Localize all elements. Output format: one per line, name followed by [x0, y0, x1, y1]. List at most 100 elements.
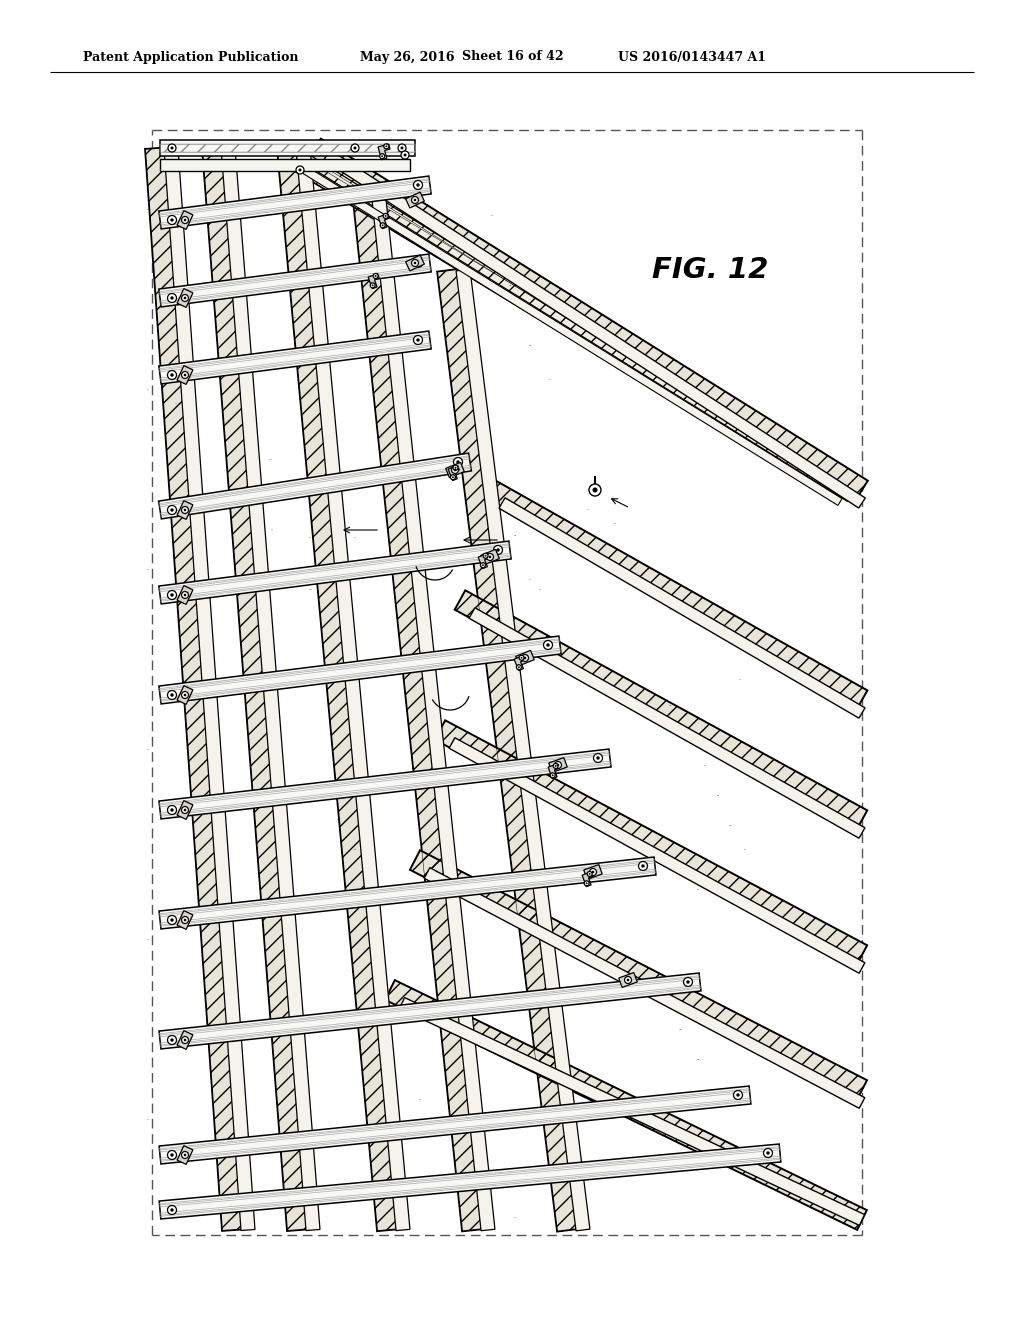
Polygon shape	[484, 480, 867, 710]
Polygon shape	[291, 156, 844, 499]
Circle shape	[168, 215, 176, 224]
Circle shape	[494, 545, 503, 554]
Polygon shape	[309, 139, 867, 499]
Polygon shape	[160, 158, 410, 172]
Circle shape	[641, 865, 645, 867]
Circle shape	[170, 593, 174, 597]
Circle shape	[516, 665, 521, 669]
Circle shape	[380, 223, 385, 228]
Circle shape	[523, 656, 526, 659]
Circle shape	[353, 147, 356, 149]
Polygon shape	[177, 1031, 193, 1049]
Polygon shape	[445, 462, 464, 478]
Circle shape	[170, 693, 174, 697]
Circle shape	[587, 871, 592, 876]
Circle shape	[170, 919, 174, 921]
Circle shape	[183, 1039, 186, 1041]
Polygon shape	[378, 144, 390, 160]
Circle shape	[454, 469, 457, 471]
Circle shape	[453, 465, 458, 470]
Polygon shape	[159, 1144, 781, 1218]
Circle shape	[183, 594, 186, 597]
Circle shape	[417, 261, 420, 265]
Polygon shape	[278, 147, 403, 1232]
Polygon shape	[499, 498, 865, 718]
Polygon shape	[177, 801, 193, 820]
Circle shape	[484, 554, 486, 557]
Polygon shape	[549, 758, 567, 772]
Polygon shape	[159, 541, 511, 605]
Circle shape	[497, 548, 500, 552]
Polygon shape	[469, 607, 865, 838]
Circle shape	[454, 458, 463, 466]
Circle shape	[544, 640, 553, 649]
Circle shape	[181, 371, 188, 379]
Circle shape	[183, 508, 186, 511]
Polygon shape	[516, 651, 535, 665]
Circle shape	[168, 1205, 176, 1214]
Circle shape	[555, 766, 557, 767]
Polygon shape	[449, 466, 460, 480]
Circle shape	[518, 667, 520, 668]
Circle shape	[452, 477, 454, 478]
Circle shape	[414, 199, 417, 202]
Circle shape	[183, 219, 186, 222]
Circle shape	[520, 657, 522, 659]
Circle shape	[351, 144, 359, 152]
Polygon shape	[145, 147, 248, 1232]
Circle shape	[170, 508, 174, 512]
Polygon shape	[369, 273, 379, 289]
Circle shape	[686, 981, 690, 983]
Circle shape	[403, 153, 407, 157]
Polygon shape	[159, 636, 561, 704]
Circle shape	[170, 147, 173, 149]
Circle shape	[181, 507, 188, 513]
Polygon shape	[435, 721, 867, 965]
Circle shape	[400, 147, 403, 149]
Circle shape	[298, 169, 301, 172]
Circle shape	[383, 214, 388, 218]
Circle shape	[627, 978, 630, 981]
Polygon shape	[159, 253, 431, 308]
Circle shape	[414, 335, 423, 345]
Circle shape	[596, 756, 600, 760]
Circle shape	[380, 153, 385, 158]
Circle shape	[488, 556, 492, 558]
Polygon shape	[159, 176, 431, 228]
Circle shape	[594, 754, 602, 763]
Circle shape	[586, 882, 588, 884]
Polygon shape	[455, 590, 867, 830]
Circle shape	[553, 763, 558, 768]
Polygon shape	[159, 453, 471, 519]
Circle shape	[170, 296, 174, 300]
Polygon shape	[177, 289, 193, 308]
Circle shape	[375, 275, 377, 277]
Polygon shape	[159, 748, 611, 818]
Polygon shape	[177, 586, 193, 605]
Polygon shape	[177, 500, 193, 519]
Polygon shape	[159, 973, 701, 1049]
Circle shape	[183, 297, 186, 300]
Circle shape	[555, 762, 561, 768]
Circle shape	[168, 805, 176, 814]
Circle shape	[764, 1148, 772, 1158]
Circle shape	[417, 183, 420, 186]
Circle shape	[170, 1208, 174, 1212]
Polygon shape	[352, 189, 487, 1232]
Polygon shape	[437, 268, 583, 1232]
Polygon shape	[177, 1146, 193, 1164]
Circle shape	[557, 764, 559, 767]
Polygon shape	[177, 685, 193, 705]
Circle shape	[592, 871, 594, 874]
Circle shape	[170, 1039, 174, 1041]
Circle shape	[398, 144, 406, 152]
Polygon shape	[159, 1086, 751, 1164]
Polygon shape	[406, 193, 424, 209]
Circle shape	[168, 916, 176, 924]
Text: FIG. 12: FIG. 12	[652, 256, 768, 284]
Circle shape	[170, 374, 174, 376]
Text: May 26, 2016: May 26, 2016	[360, 50, 455, 63]
Polygon shape	[303, 166, 842, 506]
Circle shape	[590, 869, 597, 875]
Circle shape	[414, 259, 423, 268]
